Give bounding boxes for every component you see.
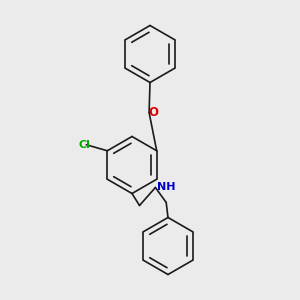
Text: NH: NH (157, 182, 176, 193)
Text: Cl: Cl (79, 140, 91, 150)
Text: O: O (148, 106, 159, 119)
